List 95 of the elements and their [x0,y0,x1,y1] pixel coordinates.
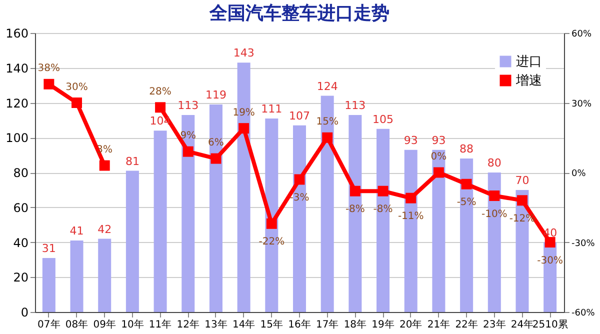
point [72,98,82,108]
point [544,237,556,248]
point [294,174,305,185]
data-label: 113 [344,98,366,112]
data-label: 9% [180,130,196,142]
data-label: 42 [98,222,112,236]
data-label: 107 [289,109,310,122]
data-label: -5% [456,197,476,208]
data-label: 31 [42,242,56,255]
x-tick-label: 11年 [148,318,172,330]
data-label: 119 [205,88,226,102]
x-tick-label: 24年 [510,318,534,330]
data-label: 80 [487,156,502,170]
point [182,146,194,157]
x-tick-label: 15年 [260,318,284,330]
point [516,195,528,206]
data-label: 81 [125,154,140,168]
y-tick-label: 0 [20,306,28,320]
data-label: 70 [515,174,530,187]
y2-tick-label: -60% [572,308,596,318]
data-label: -8% [373,204,393,216]
x-tick-label: 09年 [93,318,116,330]
x-tick-label: 18年 [344,318,367,330]
x-tick-label: 07年 [38,318,60,330]
y2-tick-label: 0% [572,169,586,179]
x-tick-label: 08年 [65,318,88,330]
data-label: 0% [430,152,447,162]
data-label: -3% [290,192,310,204]
y2-tick-label: 30% [572,99,592,110]
data-label: -22% [258,236,285,248]
point [155,102,166,113]
y-tick-label: 60 [13,200,28,215]
x-tick-label: 2510累 [532,320,568,330]
x-tick-label: 19年 [372,318,394,330]
data-label: -8% [345,204,365,216]
data-label: 93 [432,134,446,147]
point [238,123,250,134]
bar [432,150,446,312]
point [210,153,222,164]
y2-tick-label: 60% [572,30,592,40]
bar [182,114,195,312]
data-label: 105 [372,112,394,126]
bar [154,130,167,312]
bar [126,170,139,312]
point [489,190,500,201]
data-label: 111 [261,102,282,116]
x-tick-label: 12年 [176,318,200,330]
y-tick-label: 160 [6,26,28,40]
x-tick-label: 16年 [288,318,311,330]
data-label: 38% [38,63,60,74]
x-tick-label: 21年 [427,318,450,330]
data-label: 41 [70,224,84,238]
bar [70,240,84,312]
point [322,132,333,143]
x-tick-label: 22年 [455,318,478,330]
point [266,218,277,229]
bar [42,258,56,312]
point [350,186,360,196]
legend-label: 增速 [515,74,542,88]
legend-label: 进口 [516,54,542,70]
x-tick-label: 13年 [204,318,228,330]
x-tick-label: 14年 [232,318,256,330]
point [378,186,388,196]
data-label: 6% [208,138,224,149]
data-label: -30% [537,255,563,266]
y-tick-label: 20 [13,270,28,285]
bar [98,238,112,312]
point [44,78,54,90]
point [99,160,110,171]
x-tick-label: 20年 [400,318,422,330]
point [406,192,416,204]
data-label: 143 [233,46,254,60]
data-label: 28% [149,86,172,98]
x-tick-label: 10年 [121,318,144,330]
data-label: 88 [460,142,474,156]
chart-title: 全国汽车整车进口走势 [208,3,390,24]
point [461,178,472,190]
x-tick-label: 23年 [483,318,506,330]
y-tick-label: 100 [6,131,28,146]
x-tick-label: 17年 [316,318,339,330]
y-tick-label: 120 [6,96,28,110]
y-tick-label: 80 [13,166,28,180]
y-tick-label: 40 [13,236,28,250]
data-label: 19% [232,107,255,118]
data-label: 30% [66,82,88,93]
point [433,167,444,178]
bar [209,104,222,312]
data-label: -11% [398,211,424,222]
data-label: 113 [178,98,199,112]
y-tick-label: 140 [6,61,28,76]
data-label: 93 [404,134,418,147]
data-label: 15% [316,116,338,128]
y2-tick-label: -30% [572,238,596,249]
data-label: 124 [316,80,338,93]
data-label: -10% [481,208,508,220]
